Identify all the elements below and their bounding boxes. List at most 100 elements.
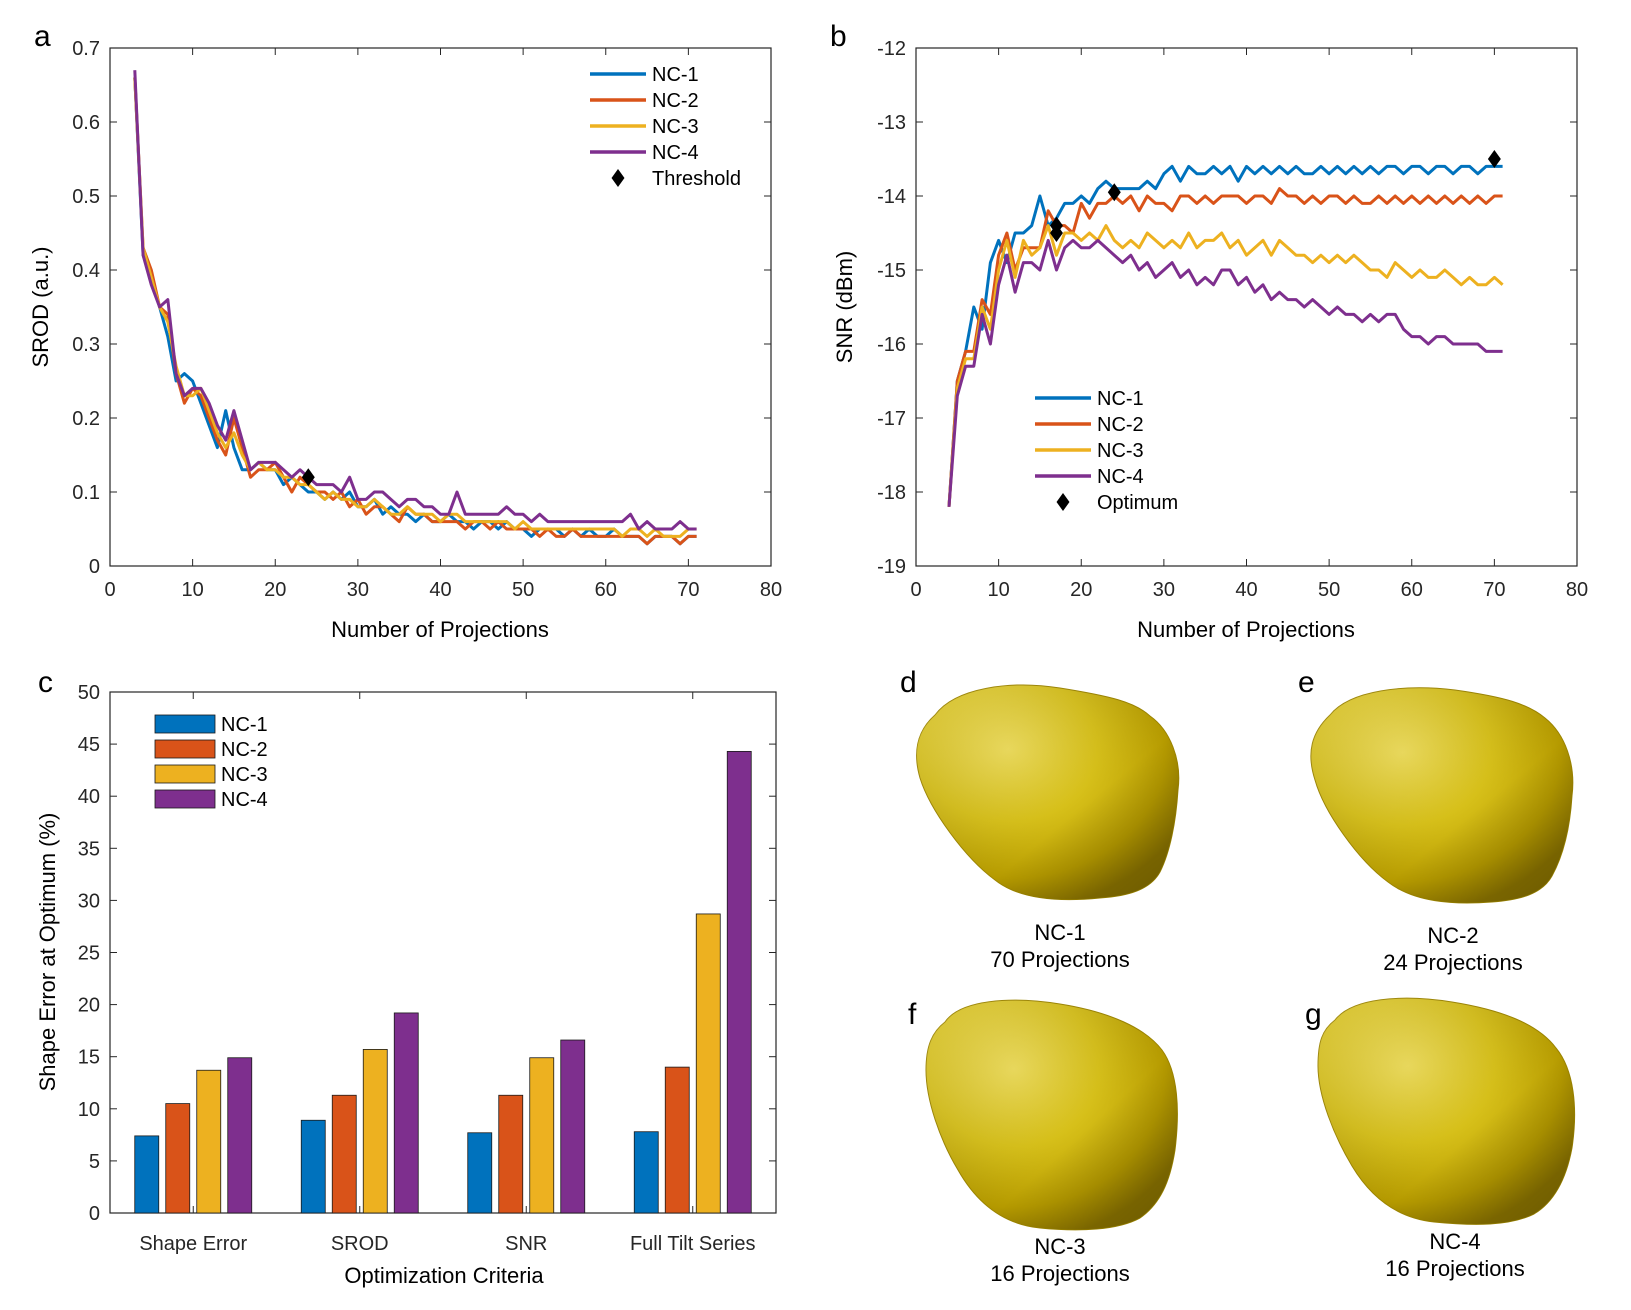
chart-c: 0 5 10 15 20 25 30 35 40 45 50 Shape Error SROD SNR Fu…: [35, 682, 777, 1288]
chart-a-ylabel: SROD (a.u.): [28, 246, 53, 367]
chart-c-ytick-label: 25: [78, 943, 100, 965]
rendering-g: NC-4 16 Projections: [1317, 997, 1576, 1281]
panel-letter-f: f: [908, 998, 917, 1031]
chart-b-legend-label: NC-4: [1097, 466, 1144, 488]
chart-c-xlabel: Optimization Criteria: [344, 1263, 544, 1288]
chart-c-ytick-label: 0: [89, 1203, 100, 1225]
chart-a-xtick-label: 0: [104, 579, 115, 601]
chart-a-xtick-label: 50: [512, 579, 534, 601]
chart-b-series: [947, 164, 1504, 507]
chart-a-xtick-label: 40: [429, 579, 451, 601]
chart-c-ytick-label: 45: [78, 734, 100, 756]
chart-a-ytick-label: 0.6: [72, 112, 100, 134]
chart-c-bar-nc-4: [227, 1057, 253, 1214]
chart-b-xlabel: Number of Projections: [1137, 617, 1355, 642]
chart-c-bars: [134, 750, 752, 1214]
chart-c-ticks: 0 5 10 15 20 25 30 35 40 45 50 Shape Error SROD SNR Fu…: [78, 682, 776, 1255]
chart-c-ylabel: Shape Error at Optimum (%): [35, 813, 60, 1092]
chart-a-xtick-label: 30: [347, 579, 369, 601]
nanocrystal-g-shading: [1318, 998, 1575, 1225]
chart-a-ytick-label: 0.4: [72, 260, 100, 282]
chart-b-legend-label: Optimum: [1097, 492, 1178, 514]
chart-a-axes-box: [109, 47, 772, 567]
chart-a-ytick-label: 0: [89, 556, 100, 578]
chart-a-ytick-label: 0.3: [72, 334, 100, 356]
panel-letter-b: b: [830, 20, 847, 53]
chart-b-ylabel: SNR (dBm): [832, 251, 857, 363]
chart-a-legend: NC-1 NC-2 NC-3 NC-4 Threshold: [590, 64, 741, 190]
chart-c-bar-nc-3: [529, 1057, 555, 1214]
rendering-g-name: NC-4: [1429, 1229, 1480, 1254]
rendering-f-projections: 16 Projections: [990, 1261, 1129, 1286]
chart-c-bar-nc-1: [633, 1131, 659, 1214]
chart-c-legend-swatch: [154, 789, 216, 809]
chart-b-ytick-label: -15: [877, 260, 906, 282]
chart-a-series-nc-3: [133, 77, 697, 538]
chart-b-ytick-label: -16: [877, 334, 906, 356]
chart-b-xtick-label: 0: [910, 579, 921, 601]
nanocrystal-d-shading: [916, 685, 1179, 900]
chart-c-bar-nc-1: [467, 1132, 493, 1214]
rendering-e: NC-2 24 Projections: [1310, 687, 1574, 975]
chart-c-legend-swatch: [154, 739, 216, 759]
chart-b-marker-optimum: [1049, 224, 1063, 242]
chart-b-legend-marker: [1056, 493, 1070, 511]
chart-a-xtick-label: 10: [182, 579, 204, 601]
chart-b-ytick-label: -14: [877, 186, 906, 208]
chart-c-bar-nc-1: [300, 1119, 326, 1214]
chart-b-xtick-label: 80: [1566, 579, 1588, 601]
chart-b-xtick-label: 10: [988, 579, 1010, 601]
chart-b-xtick-label: 40: [1235, 579, 1257, 601]
rendering-f-name: NC-3: [1034, 1234, 1085, 1259]
chart-c-ytick-label: 10: [78, 1099, 100, 1121]
chart-a-ytick-label: 0.1: [72, 482, 100, 504]
chart-a-legend-label: NC-4: [652, 142, 699, 164]
chart-a-series-nc-4: [133, 70, 697, 531]
chart-a-ytick-label: 0.5: [72, 186, 100, 208]
chart-c-ytick-label: 20: [78, 995, 100, 1017]
chart-a-ticks: 0 10 20 30 40 50 60 70 80 0 0.1 0.2 0.3 0.4 0.5 0.6 0.7: [72, 38, 782, 601]
chart-c-legend-swatch: [154, 714, 216, 734]
chart-c-legend-label: NC-3: [221, 764, 268, 786]
chart-b-ticks: 0 10 20 30 40 50 60 70 80 -19 -18 -17 -16 -15 -14 -13 -1…: [877, 38, 1588, 601]
chart-a-xtick-label: 60: [595, 579, 617, 601]
nanocrystal-f-shading: [926, 1000, 1178, 1230]
panel-letter-c: c: [38, 666, 53, 699]
chart-a-xtick-label: 70: [677, 579, 699, 601]
chart-c-bar-nc-2: [664, 1066, 690, 1214]
panel-letter-e: e: [1298, 666, 1315, 699]
chart-c-xtick-label: Full Tilt Series: [630, 1233, 756, 1255]
chart-b-legend-label: NC-3: [1097, 440, 1144, 462]
chart-c-bar-nc-2: [498, 1094, 524, 1214]
chart-c-xtick-label: Shape Error: [139, 1233, 247, 1255]
chart-c-legend-swatch: [154, 764, 216, 784]
chart-a-xtick-label: 20: [264, 579, 286, 601]
nanocrystal-e-shading: [1310, 687, 1573, 903]
panel-letter-d: d: [900, 666, 917, 699]
chart-b-xtick-label: 30: [1153, 579, 1175, 601]
chart-c-ytick-label: 15: [78, 1047, 100, 1069]
chart-b-marker-optimum: [1487, 150, 1501, 168]
rendering-d: NC-1 70 Projections: [916, 684, 1180, 972]
chart-b-xtick-label: 60: [1401, 579, 1423, 601]
rendering-f: NC-3 16 Projections: [925, 999, 1178, 1286]
chart-a-legend-label: NC-2: [652, 90, 699, 112]
chart-b-marker-optimum: [1107, 183, 1121, 202]
rendering-g-projections: 16 Projections: [1385, 1256, 1524, 1281]
chart-a-legend-label: Threshold: [652, 168, 741, 190]
chart-c-ytick-label: 5: [89, 1151, 100, 1173]
chart-c-ytick-label: 30: [78, 890, 100, 912]
chart-a-ytick-label: 0.7: [72, 38, 100, 60]
panel-letter-a: a: [34, 20, 51, 53]
chart-b-axes-box: [915, 47, 1578, 567]
chart-c-legend-label: NC-4: [221, 789, 268, 811]
chart-b-xtick-label: 70: [1483, 579, 1505, 601]
chart-c-bar-nc-2: [165, 1103, 191, 1214]
chart-b-series-nc-3: [947, 224, 1504, 507]
chart-a-ytick-label: 0.2: [72, 408, 100, 430]
chart-b-legend-label: NC-1: [1097, 388, 1144, 410]
chart-c-bar-nc-4: [560, 1039, 586, 1214]
chart-c-bar-nc-4: [393, 1012, 419, 1214]
chart-a-markers: [301, 468, 315, 487]
chart-a-series: [133, 70, 697, 546]
